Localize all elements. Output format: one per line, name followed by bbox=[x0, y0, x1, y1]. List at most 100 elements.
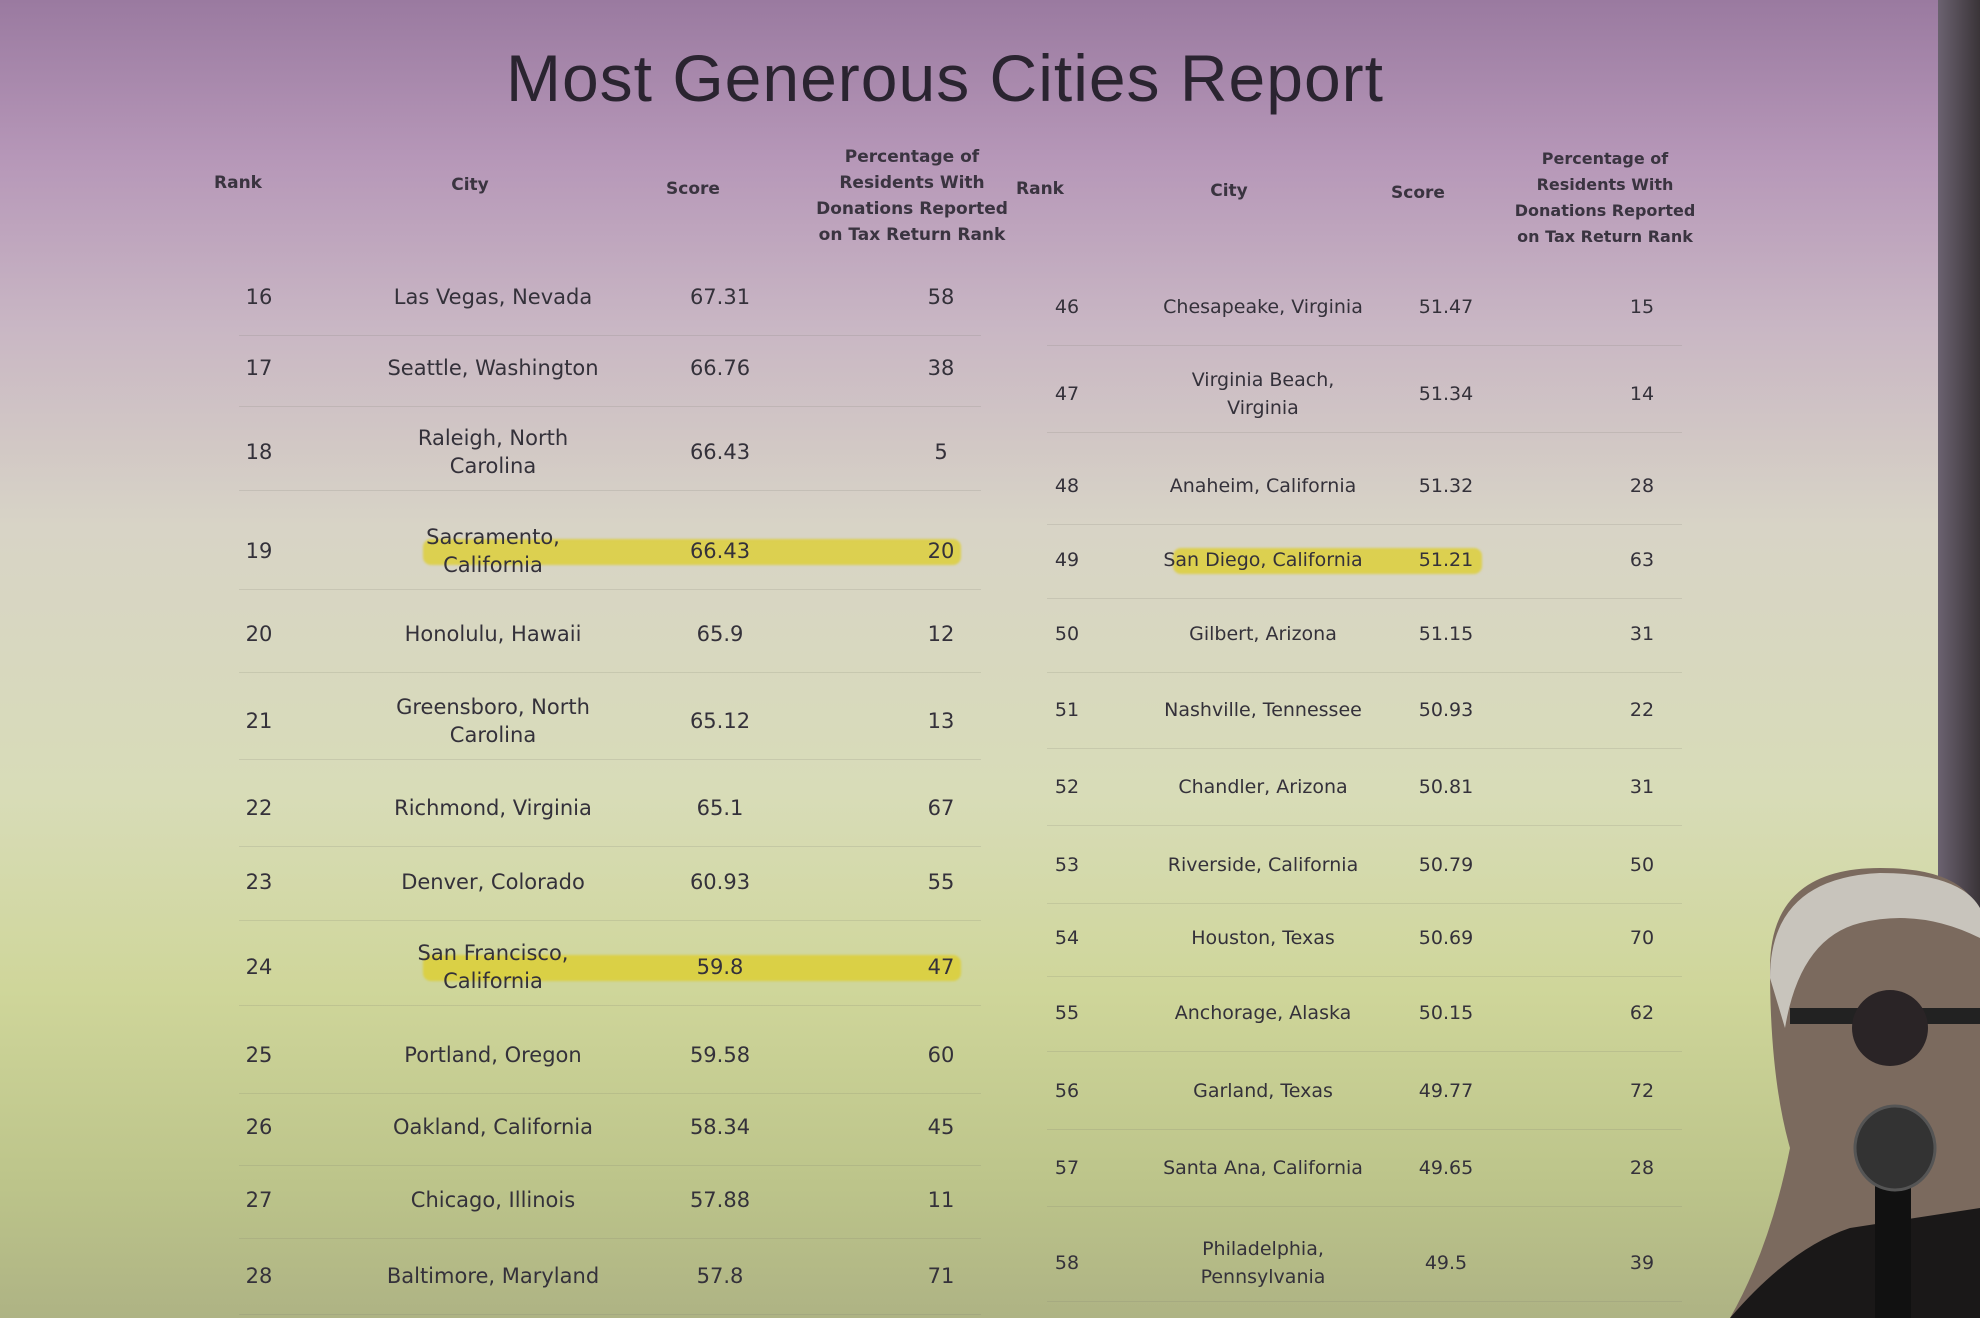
right-header-city: City bbox=[1210, 181, 1248, 201]
left-row-rank: 20 bbox=[245, 622, 273, 647]
left-row-pct: 20 bbox=[927, 538, 955, 563]
left-row-score: 59.8 bbox=[696, 955, 744, 980]
right-row-city: Anaheim, California bbox=[1169, 475, 1357, 498]
left-row-rank: 17 bbox=[245, 355, 273, 380]
left-row-rank: 26 bbox=[245, 1114, 273, 1139]
right-row-rank: 51 bbox=[1054, 698, 1080, 721]
left-row-city: Greensboro, North Carolina bbox=[396, 695, 590, 748]
left-row-pct: 58 bbox=[927, 284, 955, 309]
left-row-rank: 23 bbox=[245, 869, 273, 894]
presenter-photo bbox=[1730, 868, 1980, 1318]
row-divider bbox=[1047, 1301, 1682, 1302]
left-row-score: 66.43 bbox=[689, 440, 751, 465]
left-header-city: City bbox=[451, 175, 489, 195]
left-row-city: Sacramento, California bbox=[426, 524, 560, 577]
right-row-score: 50.79 bbox=[1418, 854, 1474, 877]
left-header-rank: Rank bbox=[214, 173, 262, 193]
left-row-pct: 12 bbox=[927, 622, 955, 647]
row-divider bbox=[239, 405, 981, 407]
highlight-mark bbox=[1173, 547, 1482, 574]
row-divider bbox=[239, 1005, 981, 1007]
right-row-score: 50.69 bbox=[1418, 927, 1474, 950]
left-row-score: 66.43 bbox=[689, 538, 751, 563]
right-row-city: Santa Ana, California bbox=[1163, 1157, 1363, 1180]
right-row-pct: 22 bbox=[1629, 698, 1655, 721]
right-header-pct: Percentage of Residents With Donations R… bbox=[1514, 149, 1696, 246]
left-row-score: 57.88 bbox=[689, 1187, 751, 1212]
right-row-score: 51.32 bbox=[1418, 475, 1474, 498]
row-divider bbox=[1047, 976, 1682, 978]
right-row-city: Chesapeake, Virginia bbox=[1163, 295, 1363, 318]
right-row-rank: 50 bbox=[1054, 623, 1080, 646]
row-divider bbox=[239, 490, 981, 492]
row-divider bbox=[1047, 524, 1682, 526]
left-row-city: Richmond, Virginia bbox=[394, 796, 592, 821]
right-row-rank: 47 bbox=[1054, 383, 1080, 406]
right-row-rank: 55 bbox=[1054, 1001, 1080, 1024]
left-row-pct: 60 bbox=[927, 1042, 955, 1067]
right-row-pct: 28 bbox=[1629, 1157, 1655, 1180]
right-row-city: Nashville, Tennessee bbox=[1164, 698, 1362, 721]
slide-title: Most Generous Cities Report bbox=[505, 41, 1384, 115]
left-row-pct: 13 bbox=[927, 709, 955, 734]
row-divider bbox=[239, 846, 981, 848]
right-row-rank: 56 bbox=[1054, 1080, 1080, 1103]
row-divider bbox=[239, 1313, 981, 1315]
left-row-rank: 18 bbox=[245, 440, 273, 465]
row-divider bbox=[1047, 1129, 1682, 1131]
left-row-rank: 16 bbox=[245, 284, 273, 309]
right-row-score: 51.15 bbox=[1418, 623, 1474, 646]
left-row-city: Denver, Colorado bbox=[401, 869, 585, 894]
left-row-rank: 24 bbox=[245, 955, 273, 980]
row-divider bbox=[239, 1164, 981, 1166]
left-row-score: 65.9 bbox=[696, 622, 744, 647]
left-row-pct: 5 bbox=[934, 440, 948, 465]
left-row-pct: 47 bbox=[927, 955, 955, 980]
left-row-pct: 71 bbox=[927, 1263, 955, 1288]
right-row-city: Virginia Beach, Virginia bbox=[1191, 369, 1335, 420]
right-row-city: Gilbert, Arizona bbox=[1189, 623, 1337, 646]
left-row-score: 65.12 bbox=[689, 709, 751, 734]
row-divider bbox=[239, 672, 981, 674]
row-divider bbox=[1047, 432, 1682, 434]
left-row-rank: 25 bbox=[245, 1042, 273, 1067]
left-header-score: Score bbox=[666, 179, 720, 199]
left-row-pct: 45 bbox=[927, 1114, 955, 1139]
row-divider bbox=[239, 759, 981, 761]
left-row-city: Oakland, California bbox=[393, 1114, 593, 1139]
right-row-score: 50.93 bbox=[1418, 698, 1474, 721]
right-header-score: Score bbox=[1391, 183, 1445, 203]
left-row-city: Chicago, Illinois bbox=[410, 1187, 576, 1212]
right-row-city: Anchorage, Alaska bbox=[1174, 1001, 1352, 1024]
left-row-score: 58.34 bbox=[689, 1114, 751, 1139]
right-row-rank: 54 bbox=[1054, 927, 1080, 950]
right-row-city: Chandler, Arizona bbox=[1178, 775, 1348, 798]
right-row-rank: 57 bbox=[1054, 1157, 1080, 1180]
row-divider bbox=[1047, 903, 1682, 905]
right-row-score: 49.77 bbox=[1418, 1080, 1474, 1103]
right-row-score: 51.47 bbox=[1418, 295, 1474, 318]
right-row-rank: 58 bbox=[1054, 1252, 1080, 1274]
right-row-score: 49.65 bbox=[1418, 1157, 1474, 1180]
highlight-mark bbox=[423, 538, 961, 565]
right-row-city: Houston, Texas bbox=[1191, 927, 1335, 950]
right-row-rank: 52 bbox=[1054, 775, 1080, 798]
right-row-score: 51.34 bbox=[1418, 383, 1474, 406]
right-row-pct: 62 bbox=[1629, 1001, 1655, 1024]
highlight-mark bbox=[423, 955, 961, 982]
row-divider bbox=[239, 1092, 981, 1094]
right-row-score: 49.5 bbox=[1424, 1252, 1468, 1274]
left-row-city: Las Vegas, Nevada bbox=[393, 284, 593, 309]
left-row-city: Portland, Oregon bbox=[404, 1042, 582, 1067]
row-divider bbox=[1047, 344, 1682, 346]
left-row-city: Baltimore, Maryland bbox=[386, 1263, 600, 1288]
right-row-rank: 48 bbox=[1054, 475, 1080, 498]
left-row-city: Honolulu, Hawaii bbox=[404, 622, 582, 647]
left-row-pct: 55 bbox=[927, 869, 955, 894]
left-row-score: 60.93 bbox=[689, 869, 751, 894]
right-header-rank: Rank bbox=[1016, 179, 1064, 199]
row-divider bbox=[1047, 597, 1682, 599]
left-row-rank: 19 bbox=[245, 538, 273, 563]
right-row-rank: 46 bbox=[1054, 295, 1080, 318]
row-divider bbox=[239, 1237, 981, 1239]
